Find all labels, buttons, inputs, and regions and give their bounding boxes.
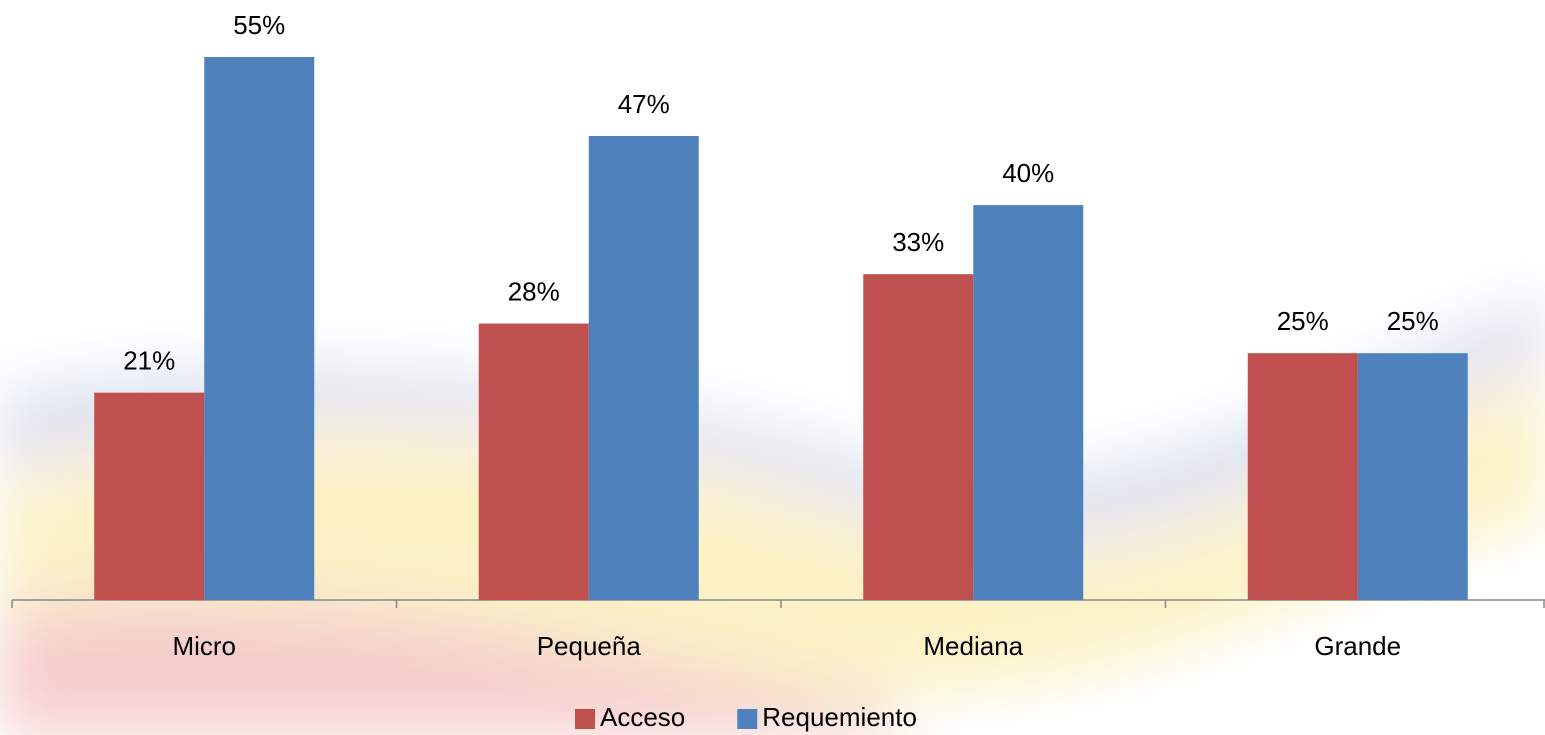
legend-swatch (737, 709, 758, 729)
value-label: 55% (233, 10, 285, 40)
legend-label: Acceso (600, 702, 685, 732)
value-label: 47% (618, 89, 670, 119)
bar (863, 274, 974, 600)
bar (588, 135, 699, 600)
bar (973, 205, 1084, 600)
x-tick-label: Micro (172, 631, 236, 661)
value-label: 33% (892, 227, 944, 257)
x-tick-label: Grande (1314, 631, 1401, 661)
x-tick-label: Mediana (923, 631, 1023, 661)
value-label: 25% (1387, 306, 1439, 336)
value-label: 25% (1277, 306, 1329, 336)
x-tick-label: Pequeña (537, 631, 642, 661)
legend-label: Requemiento (762, 702, 917, 732)
background-flag (0, 300, 1545, 735)
bar (1247, 353, 1358, 600)
value-label: 21% (123, 346, 175, 376)
legend-swatch (575, 709, 595, 729)
bar (1357, 353, 1468, 600)
bar (478, 323, 589, 600)
bar (94, 392, 205, 600)
value-label: 28% (508, 276, 560, 306)
value-label: 40% (1002, 158, 1054, 188)
bar (204, 57, 315, 600)
